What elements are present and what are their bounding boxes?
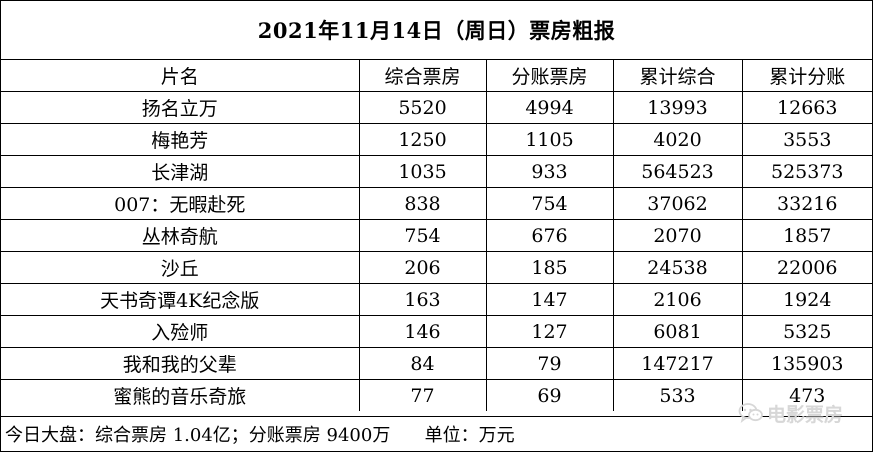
split-gross: 185: [485, 251, 614, 284]
cumulative-total: 2070: [612, 219, 743, 252]
table-header-row: 片名 综合票房 分账票房 累计综合 累计分账: [1, 60, 872, 92]
table-row: 长津湖 1035 933 564523 525373: [1, 155, 872, 188]
table-row: 入殓师 146 127 6081 5325: [1, 315, 872, 348]
film-title: 入殓师: [1, 315, 360, 348]
split-gross: 79: [485, 347, 614, 380]
split-gross: 933: [485, 155, 614, 188]
total-gross: 1035: [358, 155, 487, 188]
table-row: 蜜熊的音乐奇旅 77 69 533 473: [1, 379, 872, 411]
total-gross: 163: [358, 283, 487, 316]
total-gross: 838: [358, 187, 487, 220]
split-gross: 4994: [485, 91, 614, 124]
cumulative-split: 473: [741, 379, 872, 411]
cumulative-split: 1924: [741, 283, 872, 316]
column-header-total-gross: 综合票房: [358, 60, 487, 92]
cumulative-split: 135903: [741, 347, 872, 380]
film-title: 007：无暇赴死: [1, 187, 360, 220]
wechat-icon: [738, 402, 764, 424]
column-header-cumulative-total: 累计综合: [612, 60, 743, 92]
table-row: 007：无暇赴死 838 754 37062 33216: [1, 187, 872, 220]
split-gross: 127: [485, 315, 614, 348]
film-title: 梅艳芳: [1, 123, 360, 156]
film-title: 沙丘: [1, 251, 360, 284]
total-gross: 206: [358, 251, 487, 284]
cumulative-split: 22006: [741, 251, 872, 284]
column-header-title: 片名: [1, 60, 360, 92]
total-gross: 5520: [358, 91, 487, 124]
cumulative-total: 13993: [612, 91, 743, 124]
watermark: 电影票房: [738, 399, 843, 427]
film-title: 长津湖: [1, 155, 360, 188]
cumulative-total: 6081: [612, 315, 743, 348]
daily-summary: 今日大盘：综合票房 1.04亿；分账票房 9400万 单位：万元: [1, 416, 872, 451]
cumulative-split: 3553: [741, 123, 872, 156]
cumulative-split: 33216: [741, 187, 872, 220]
cumulative-total: 147217: [612, 347, 743, 380]
split-gross: 147: [485, 283, 614, 316]
split-gross: 676: [485, 219, 614, 252]
cumulative-split: 5325: [741, 315, 872, 348]
box-office-table: 片名 综合票房 分账票房 累计综合 累计分账 扬名立万 5520 4994 13…: [1, 60, 872, 411]
total-gross: 1250: [358, 123, 487, 156]
table-row: 扬名立万 5520 4994 13993 12663: [1, 91, 872, 124]
cumulative-split: 1857: [741, 219, 872, 252]
cumulative-total: 2106: [612, 283, 743, 316]
film-title: 天书奇谭4K纪念版: [1, 283, 360, 316]
film-title: 扬名立万: [1, 91, 360, 124]
table-row: 丛林奇航 754 676 2070 1857: [1, 219, 872, 252]
cumulative-total: 37062: [612, 187, 743, 220]
column-header-cumulative-split: 累计分账: [741, 60, 872, 92]
cumulative-total: 4020: [612, 123, 743, 156]
column-header-split-gross: 分账票房: [485, 60, 614, 92]
split-gross: 754: [485, 187, 614, 220]
table-row: 梅艳芳 1250 1105 4020 3553: [1, 123, 872, 156]
film-title: 丛林奇航: [1, 219, 360, 252]
split-gross: 1105: [485, 123, 614, 156]
report-title: 2021年11月14日（周日）票房粗报: [1, 1, 872, 60]
split-gross: 69: [485, 379, 614, 411]
total-gross: 754: [358, 219, 487, 252]
watermark-text: 电影票房: [766, 403, 843, 426]
total-gross: 146: [358, 315, 487, 348]
cumulative-total: 533: [612, 379, 743, 411]
cumulative-total: 564523: [612, 155, 743, 188]
film-title: 我和我的父辈: [1, 347, 360, 380]
cumulative-split: 12663: [741, 91, 872, 124]
table-row: 沙丘 206 185 24538 22006: [1, 251, 872, 284]
cumulative-split: 525373: [741, 155, 872, 188]
table-row: 我和我的父辈 84 79 147217 135903: [1, 347, 872, 380]
cumulative-total: 24538: [612, 251, 743, 284]
total-gross: 84: [358, 347, 487, 380]
film-title: 蜜熊的音乐奇旅: [1, 379, 360, 411]
total-gross: 77: [358, 379, 487, 411]
table-row: 天书奇谭4K纪念版 163 147 2106 1924: [1, 283, 872, 316]
